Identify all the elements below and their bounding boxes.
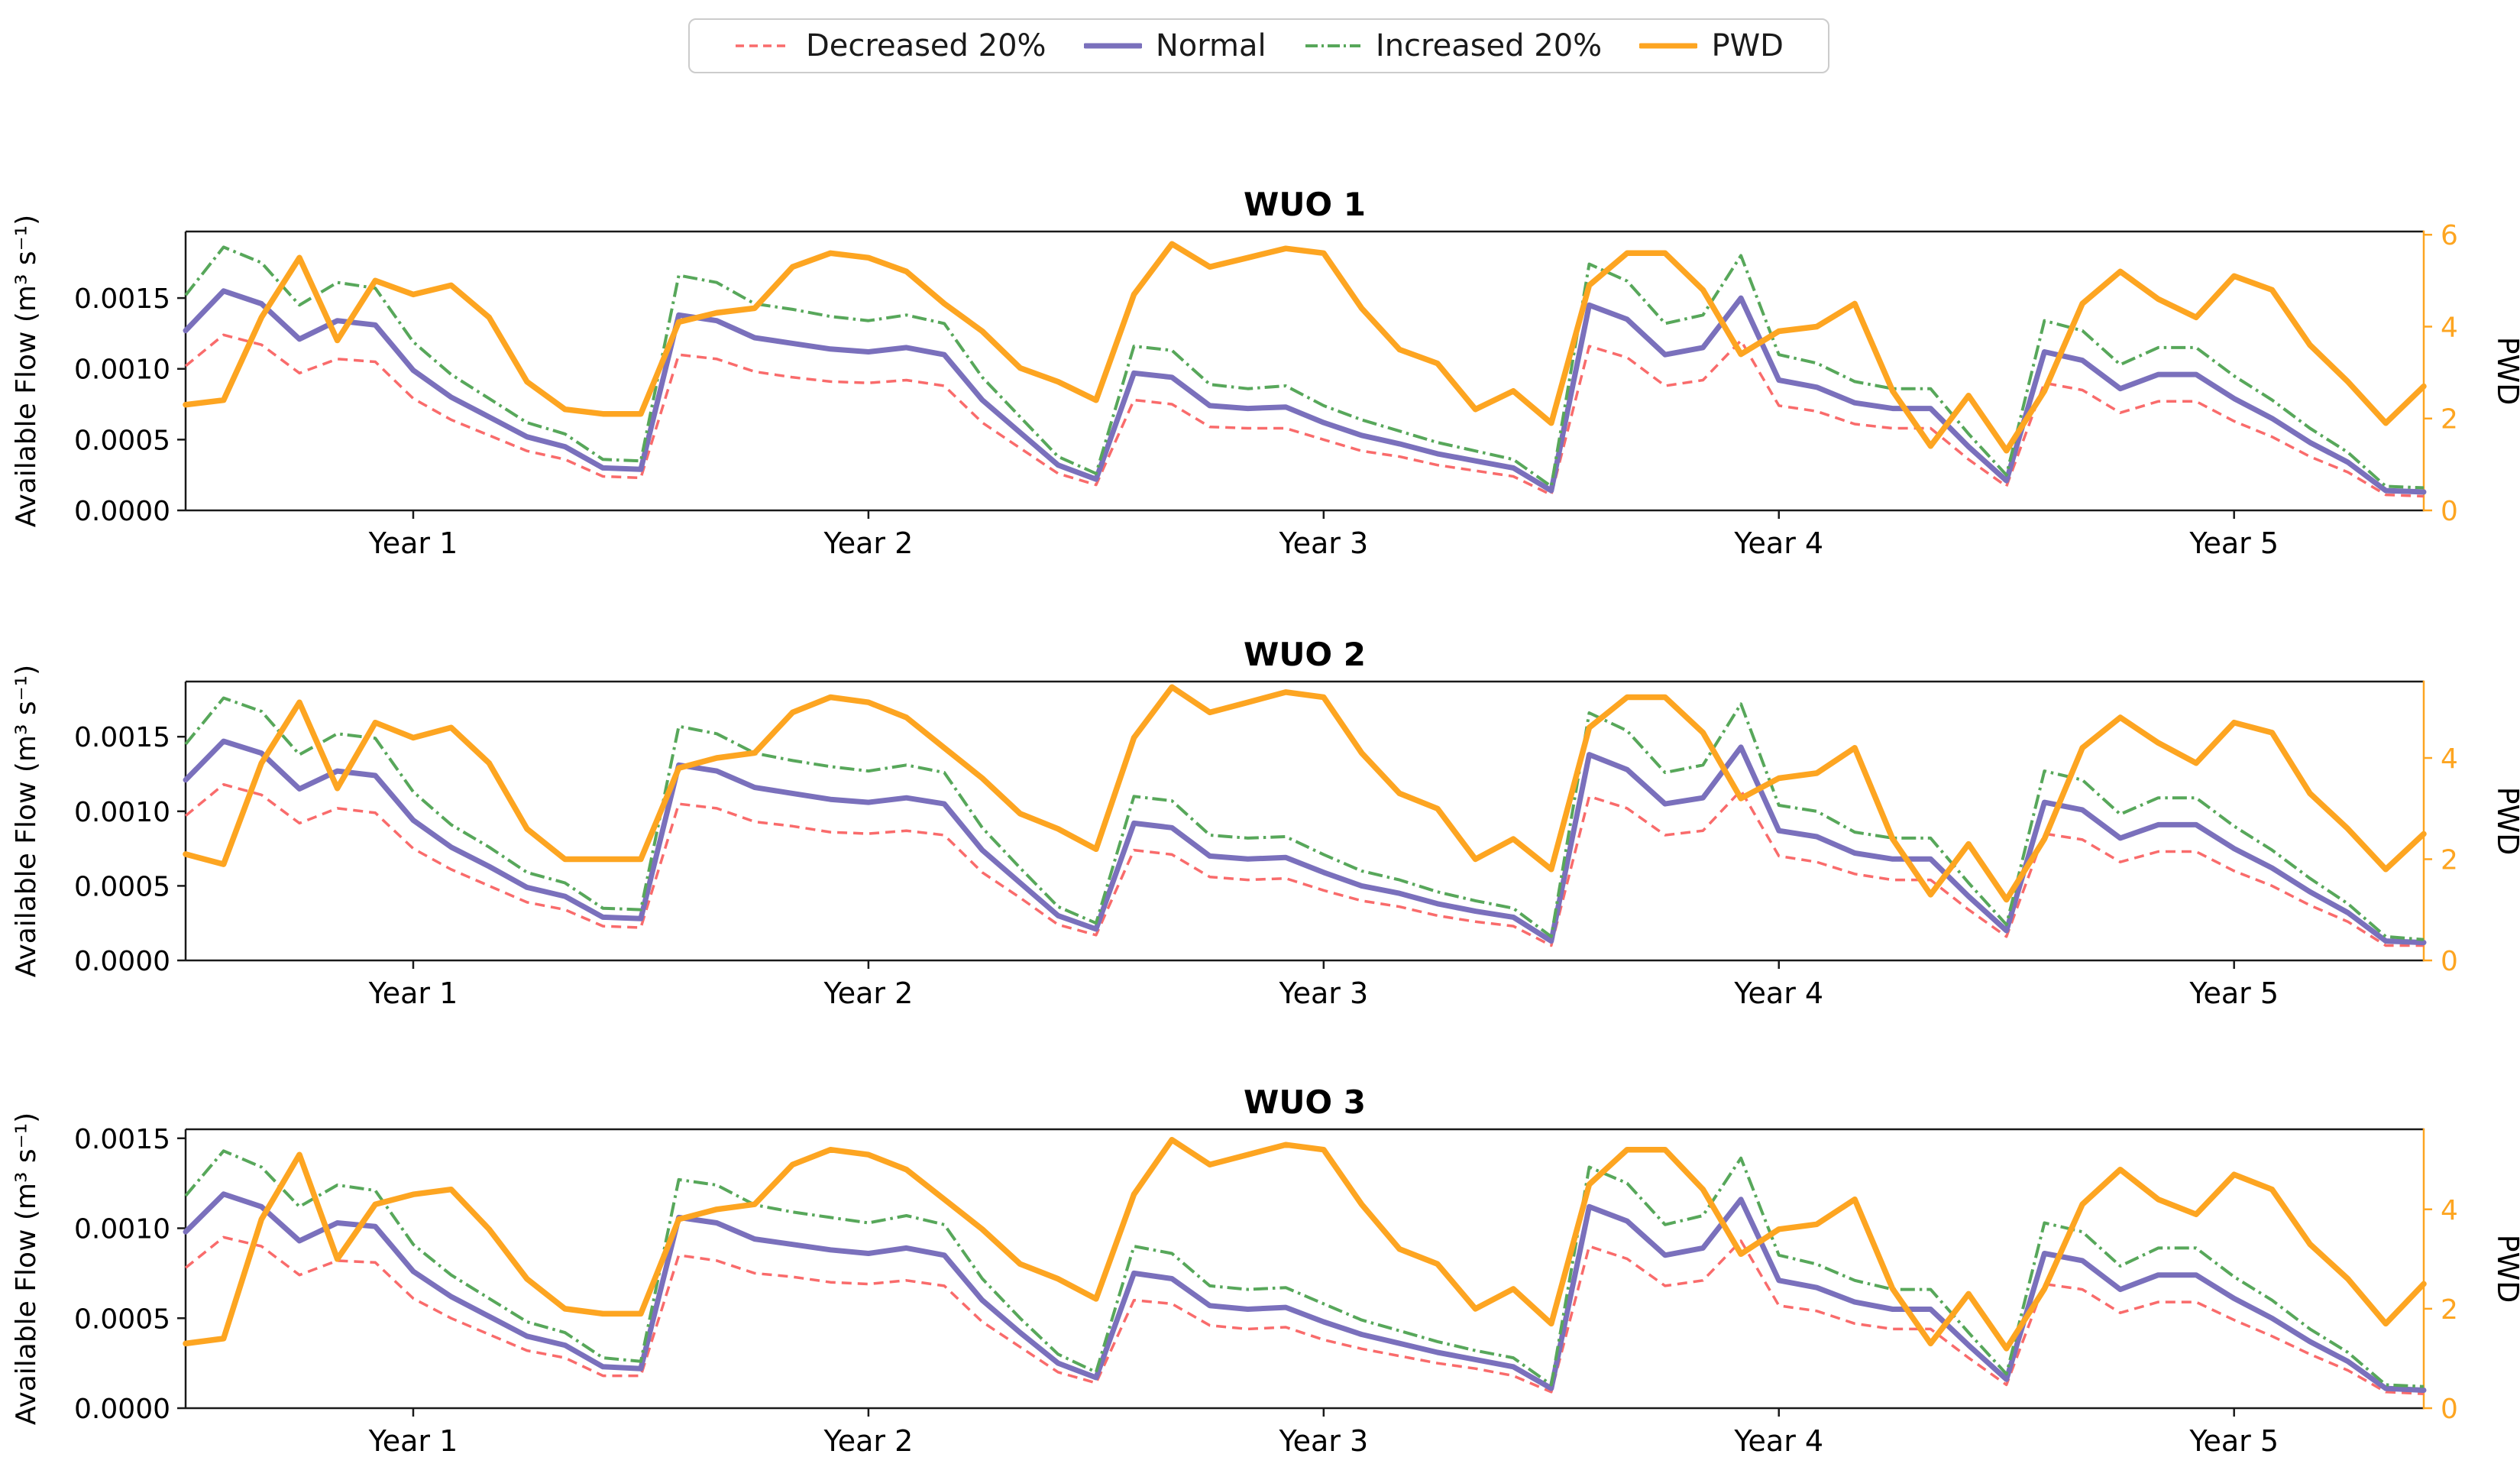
legend-item-normal: Normal [1083, 28, 1266, 63]
y2-axis-label: PWD [2491, 1235, 2520, 1303]
x-tick-label: Year 5 [2188, 1424, 2279, 1458]
legend-swatch-pwd [1639, 43, 1698, 49]
legend-box: Decreased 20% Normal Increased 20% PWD [688, 18, 1829, 73]
series-line-increased-20- [184, 245, 2425, 490]
y-axis-label: Available Flow (m³ s⁻¹) [11, 1112, 42, 1425]
legend-item-decreased: Decreased 20% [734, 31, 1046, 61]
x-tick-label: Year 5 [2188, 526, 2279, 560]
y2-axis-label: PWD [2491, 337, 2520, 406]
legend-label-normal: Normal [1155, 28, 1266, 63]
chart-title: WUO 1 [1244, 186, 1366, 223]
series-line-normal [183, 1191, 2427, 1393]
legend-item-pwd: PWD [1639, 28, 1784, 63]
x-tick-label: Year 4 [1733, 526, 1823, 560]
y2-tick-label: 4 [2441, 312, 2458, 343]
series-line-decreased-20- [184, 1235, 2425, 1395]
series-line-normal [183, 288, 2427, 495]
chart-title: WUO 3 [1244, 1083, 1366, 1121]
y-tick-label: 0.0000 [74, 496, 170, 527]
series-line-increased-20- [184, 696, 2425, 941]
y-tick-label: 0.0005 [74, 1303, 170, 1335]
x-tick-label: Year 3 [1278, 976, 1368, 1010]
legend-swatch-increased [1305, 44, 1360, 47]
legend-label-decreased: Decreased 20% [806, 28, 1046, 63]
y-tick-label: 0.0010 [74, 1214, 170, 1245]
x-tick-label: Year 4 [1733, 976, 1823, 1010]
y2-tick-label: 0 [2441, 1394, 2458, 1425]
y2-tick-label: 4 [2441, 743, 2458, 775]
x-tick-label: Year 1 [368, 1424, 458, 1458]
y2-tick-label: 2 [2441, 1294, 2458, 1326]
series-line-increased-20- [184, 1149, 2425, 1388]
y2-axis-label: PWD [2491, 787, 2520, 856]
y-tick-label: 0.0015 [74, 283, 170, 315]
series-line-decreased-20- [184, 333, 2425, 498]
x-tick-label: Year 3 [1278, 1424, 1368, 1458]
x-tick-label: Year 1 [368, 976, 458, 1010]
legend-swatch-decreased [736, 44, 791, 47]
y2-tick-label: 2 [2441, 404, 2458, 436]
y-tick-label: 0.0005 [74, 425, 170, 456]
y2-tick-label: 6 [2441, 220, 2458, 251]
y-tick-label: 0.0010 [74, 797, 170, 828]
x-tick-label: Year 2 [823, 976, 914, 1010]
series-line-pwd [183, 1136, 2427, 1352]
legend-item-increased: Increased 20% [1304, 31, 1602, 61]
y-tick-label: 0.0015 [74, 722, 170, 753]
series-line-normal [183, 738, 2427, 946]
series-line-pwd [183, 241, 2427, 454]
y-tick-label: 0.0000 [74, 946, 170, 977]
y2-tick-label: 0 [2441, 946, 2458, 977]
x-tick-label: Year 1 [368, 526, 458, 560]
y-tick-label: 0.0010 [74, 355, 170, 386]
y-tick-label: 0.0000 [74, 1394, 170, 1425]
series-line-pwd [183, 684, 2427, 903]
series-line-decreased-20- [184, 782, 2424, 947]
y-tick-label: 0.0005 [74, 871, 170, 902]
x-tick-label: Year 5 [2188, 976, 2279, 1010]
y2-tick-label: 2 [2441, 845, 2458, 876]
x-tick-label: Year 4 [1733, 1424, 1823, 1458]
x-tick-label: Year 2 [823, 1424, 914, 1458]
legend-label-increased: Increased 20% [1375, 28, 1603, 63]
y2-tick-label: 4 [2441, 1195, 2458, 1226]
x-tick-label: Year 3 [1278, 526, 1368, 560]
y2-tick-label: 0 [2441, 496, 2458, 527]
y-axis-label: Available Flow (m³ s⁻¹) [11, 215, 42, 527]
legend-label-pwd: PWD [1711, 28, 1784, 63]
x-tick-label: Year 2 [823, 526, 914, 560]
legend-swatch-normal [1083, 43, 1142, 49]
y-tick-label: 0.0015 [74, 1124, 170, 1155]
chart-title: WUO 2 [1244, 636, 1366, 673]
y-axis-label: Available Flow (m³ s⁻¹) [11, 665, 42, 977]
